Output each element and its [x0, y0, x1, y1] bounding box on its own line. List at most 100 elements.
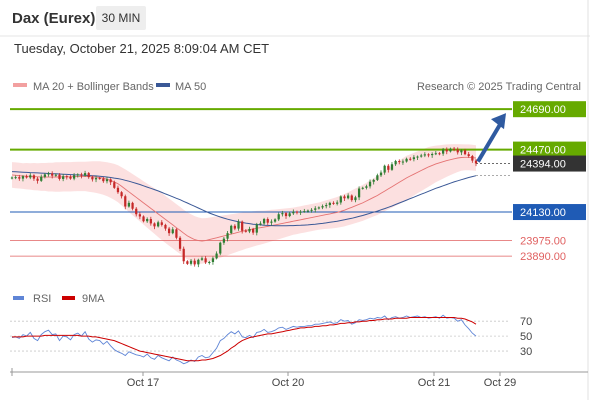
rsi-tick-50: 50: [520, 331, 532, 343]
candle-body: [306, 210, 310, 212]
candle-body: [215, 253, 218, 259]
candle-body: [157, 222, 160, 227]
candle-body: [273, 219, 277, 222]
candle-body: [438, 153, 441, 155]
candle-body: [456, 149, 459, 153]
level-lines: [10, 108, 512, 257]
candle-body: [208, 262, 211, 263]
candle-body: [102, 178, 105, 182]
x-tick-label: Oct 29: [484, 377, 516, 389]
candle-body: [241, 221, 244, 231]
candle-body: [325, 205, 328, 207]
candle-body: [471, 156, 474, 161]
candle-body: [299, 211, 302, 213]
bollinger-bands: [12, 144, 476, 264]
rsi-tick-30: 30: [520, 346, 532, 358]
candle-body: [350, 195, 353, 201]
level-tag-24470.00: [513, 141, 586, 158]
candle-body: [431, 154, 434, 156]
candle-body: [474, 160, 478, 164]
candle-body: [405, 158, 408, 162]
candle-body: [347, 195, 350, 199]
candle-body: [21, 176, 25, 179]
level-label-24130.00: 24130.00: [520, 207, 566, 219]
candle-body: [40, 176, 43, 181]
candle-body: [91, 177, 94, 180]
forecast-arrow-shaft: [476, 120, 504, 163]
candle-body: [292, 211, 295, 214]
candle-body: [460, 150, 463, 153]
candle-body: [167, 228, 171, 234]
candle-body: [423, 154, 426, 156]
candle-body: [135, 208, 138, 215]
level-label-23890.00: 23890.00: [520, 251, 566, 263]
candle-body: [131, 202, 134, 209]
candle-body: [248, 228, 251, 232]
rsi-ma-legend-swatch: [62, 296, 75, 300]
candle-body: [383, 165, 386, 173]
candle-body: [244, 230, 247, 232]
candle-body: [72, 175, 76, 179]
candle-body: [416, 156, 419, 158]
x-tick-label: Oct 21: [418, 377, 450, 389]
candle-body: [14, 177, 17, 179]
candle-body: [233, 225, 236, 229]
rsi-panel: 70 50 30: [10, 314, 532, 365]
candle-body: [164, 224, 167, 229]
level-tag-24130.00: [513, 204, 586, 221]
rsi-tick-70: 70: [520, 316, 532, 328]
candle-body: [343, 196, 346, 199]
candle-body: [230, 225, 233, 234]
candle-body: [76, 174, 79, 176]
candle-body: [295, 211, 299, 213]
candle-body: [310, 209, 313, 211]
candle-body: [222, 238, 226, 243]
candle-body: [226, 233, 229, 239]
candle-body: [262, 219, 266, 224]
symbol-title: Dax (Eurex): [12, 10, 96, 27]
candle-body: [54, 174, 57, 176]
candle-body: [43, 174, 47, 177]
rsi-legend-swatch: [13, 296, 24, 300]
candle-body: [98, 178, 101, 180]
candle-body: [237, 221, 240, 229]
candle-body: [288, 213, 291, 217]
rsi-ma-line: [12, 317, 477, 362]
candle-body: [317, 207, 321, 209]
candle-body: [277, 214, 280, 220]
candle-body: [441, 149, 445, 154]
candle-body: [379, 172, 383, 176]
candle-body: [259, 223, 262, 225]
candle-body: [113, 182, 116, 188]
candle-body: [463, 150, 467, 155]
candle-body: [365, 186, 368, 188]
candle-body: [303, 211, 306, 213]
candle-body: [138, 214, 141, 217]
candle-body: [467, 154, 470, 157]
candle-body: [321, 206, 324, 208]
current-price-tag: [513, 155, 586, 172]
candle-body: [339, 196, 342, 203]
candle-body: [197, 259, 200, 265]
timeframe-badge[interactable]: 30 MIN: [96, 6, 146, 30]
candle-body: [412, 157, 416, 160]
candle-body: [368, 181, 372, 187]
rsi-ma-legend-label: 9MA: [82, 293, 105, 305]
candle-body: [357, 188, 361, 198]
candle-body: [387, 165, 390, 170]
candle-body: [105, 179, 109, 182]
candle-body: [200, 258, 204, 260]
candle-body: [332, 202, 335, 204]
candle-body: [175, 229, 178, 238]
candle-body: [314, 208, 317, 210]
candle-body: [376, 175, 379, 180]
candle-body: [182, 248, 185, 262]
candle-body: [116, 187, 120, 193]
candle-body: [10, 177, 14, 179]
candle-body: [32, 175, 36, 179]
candle-body: [398, 160, 401, 163]
x-tick-label: Oct 20: [272, 377, 304, 389]
candle-body: [427, 154, 430, 156]
price-labels: 24690.00 24470.00 24130.00 23975.00 23890.00…: [513, 101, 586, 263]
